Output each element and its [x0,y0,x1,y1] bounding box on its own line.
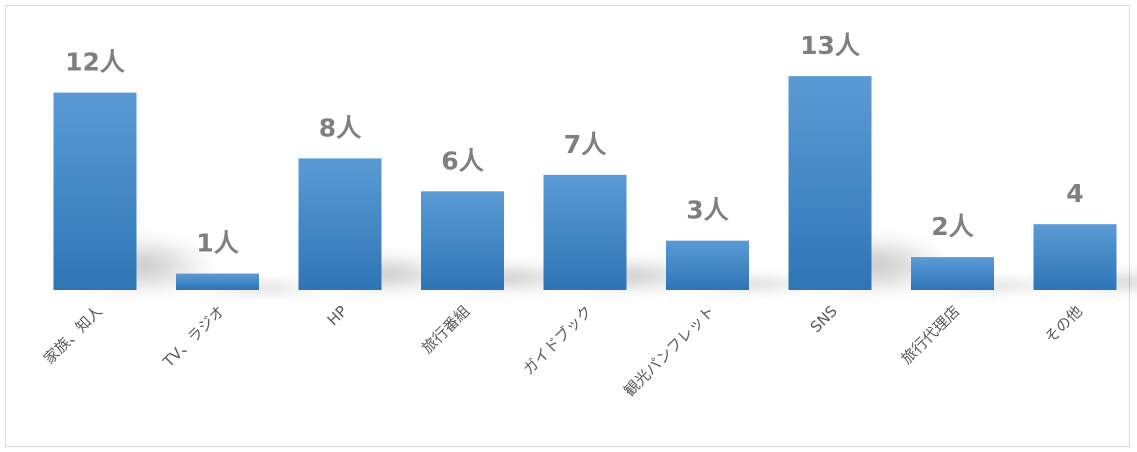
data-label: 7人 [564,130,606,159]
category-label: TV、ラジオ [159,302,228,371]
bar [788,76,872,291]
data-label: 6人 [441,146,483,175]
category-label: SNS [807,302,841,336]
category-label: 旅行代理店 [898,302,964,368]
data-label: 13人 [800,31,860,60]
category-label: その他 [1041,302,1086,347]
data-label: 8人 [319,113,361,142]
bar [543,174,627,290]
bar [666,240,749,290]
data-label: 1人 [196,229,238,258]
data-label: 4 [1066,179,1083,208]
bar [53,92,137,290]
category-label: ガイドブック [519,302,595,378]
data-label: 2人 [931,212,973,241]
category-label: 観光パンフレット [621,302,719,400]
bar [421,191,504,290]
data-label: 3人 [686,196,728,225]
bar [176,273,259,290]
category-label: HP [324,302,351,329]
data-label: 12人 [65,48,125,77]
bar [911,257,994,290]
bar [1033,224,1117,290]
bar [298,158,382,290]
category-label: 家族、知人 [40,302,106,368]
category-label: 旅行番組 [418,302,473,357]
